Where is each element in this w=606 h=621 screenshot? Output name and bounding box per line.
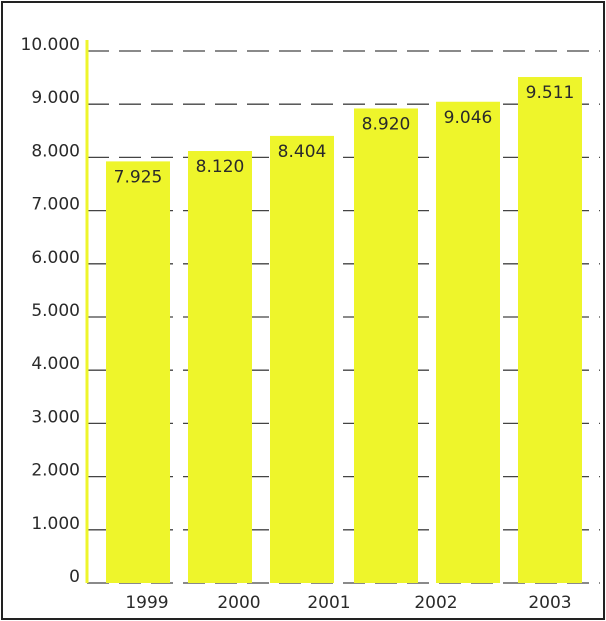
y-tick-label: 1.000: [31, 514, 80, 534]
y-tick-label: 0: [69, 567, 80, 587]
bar: [106, 161, 170, 583]
y-tick-label: 5.000: [31, 301, 80, 321]
x-tick-label: 2002: [414, 593, 457, 613]
y-tick-label: 2.000: [31, 461, 80, 481]
x-tick-label: 1999: [125, 593, 168, 613]
value-label: 7.925: [114, 167, 163, 187]
bar: [518, 77, 582, 583]
y-tick-label: 8.000: [31, 141, 80, 161]
x-tick-label: 2003: [528, 593, 571, 613]
y-tick-label: 6.000: [31, 248, 80, 268]
bar: [188, 151, 252, 584]
value-label: 8.404: [278, 142, 327, 162]
value-label: 8.120: [196, 157, 245, 177]
bar: [354, 108, 418, 584]
y-tick-label: 3.000: [31, 407, 80, 427]
x-tick-label: 2001: [307, 593, 350, 613]
y-tick-label: 4.000: [31, 354, 80, 374]
x-tick-label: 2000: [217, 593, 260, 613]
y-tick-label: 9.000: [31, 88, 80, 108]
y-tick-label: 7.000: [31, 195, 80, 215]
value-label: 9.046: [444, 108, 493, 128]
y-tick-label: 10.000: [21, 35, 80, 55]
value-label: 8.920: [362, 114, 411, 134]
value-label: 9.511: [526, 83, 575, 103]
bar: [436, 101, 500, 583]
bar: [270, 135, 334, 583]
